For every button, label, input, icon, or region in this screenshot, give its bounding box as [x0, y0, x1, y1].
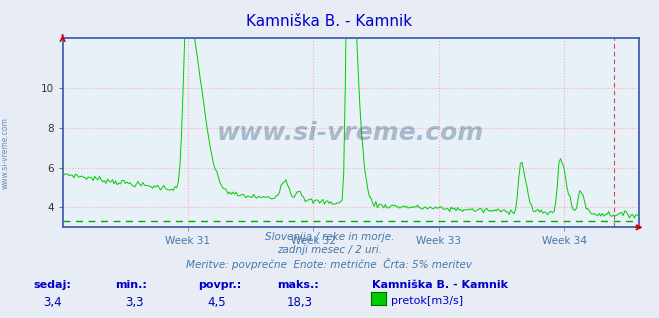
Text: www.si-vreme.com: www.si-vreme.com	[1, 117, 10, 189]
Text: min.:: min.:	[115, 280, 147, 290]
Text: Kamniška B. - Kamnik: Kamniška B. - Kamnik	[372, 280, 508, 290]
Text: 3,3: 3,3	[125, 296, 144, 309]
Text: maks.:: maks.:	[277, 280, 318, 290]
Text: 3,4: 3,4	[43, 296, 61, 309]
Text: zadnji mesec / 2 uri.: zadnji mesec / 2 uri.	[277, 245, 382, 255]
Text: povpr.:: povpr.:	[198, 280, 241, 290]
Text: Meritve: povprečne  Enote: metrične  Črta: 5% meritev: Meritve: povprečne Enote: metrične Črta:…	[186, 258, 473, 270]
Text: 4,5: 4,5	[208, 296, 226, 309]
Text: pretok[m3/s]: pretok[m3/s]	[391, 296, 463, 306]
Text: www.si-vreme.com: www.si-vreme.com	[217, 121, 484, 145]
Text: Slovenija / reke in morje.: Slovenija / reke in morje.	[265, 232, 394, 242]
Text: sedaj:: sedaj:	[33, 280, 71, 290]
Text: Kamniška B. - Kamnik: Kamniška B. - Kamnik	[246, 14, 413, 29]
Text: 18,3: 18,3	[287, 296, 312, 309]
